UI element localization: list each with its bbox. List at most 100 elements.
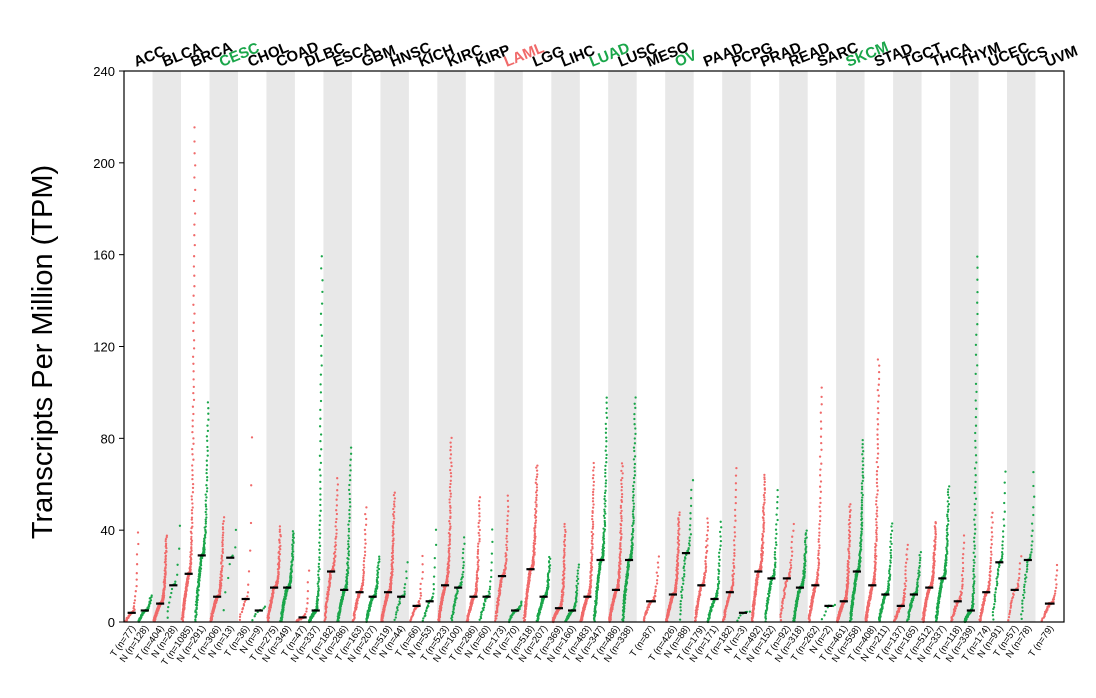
data-point — [221, 565, 224, 568]
data-point — [394, 616, 397, 619]
data-point — [164, 539, 167, 543]
data-point — [249, 521, 253, 525]
data-point — [205, 484, 208, 487]
data-point — [377, 564, 380, 567]
data-point — [335, 512, 339, 516]
data-point — [163, 569, 166, 572]
data-point — [398, 602, 402, 605]
band — [266, 71, 295, 622]
data-point — [277, 555, 281, 558]
data-point — [605, 453, 608, 457]
data-point — [534, 526, 537, 529]
data-point — [590, 555, 594, 558]
band — [437, 71, 466, 622]
data-point — [391, 551, 394, 554]
data-point — [602, 527, 605, 530]
data-point — [204, 522, 207, 525]
data-point — [547, 560, 551, 563]
data-point — [375, 578, 379, 582]
data-point — [205, 513, 208, 516]
data-point — [206, 449, 209, 452]
data-point — [487, 590, 491, 593]
data-point — [505, 554, 508, 557]
data-point — [240, 610, 244, 614]
data-point — [719, 535, 722, 538]
data-point — [204, 510, 207, 514]
data-point — [632, 494, 635, 497]
data-point — [504, 561, 508, 565]
data-point — [453, 603, 456, 606]
data-point — [376, 566, 379, 569]
data-point — [192, 385, 195, 389]
data-point — [347, 488, 351, 492]
data-point — [419, 587, 422, 591]
data-point — [242, 602, 246, 606]
data-point — [364, 542, 367, 545]
data-point — [679, 603, 682, 606]
data-point — [694, 611, 698, 614]
data-point — [717, 582, 721, 585]
data-point — [316, 582, 319, 585]
data-point — [191, 506, 194, 509]
data-point — [696, 608, 699, 611]
data-point — [319, 323, 322, 327]
band — [494, 71, 523, 622]
data-point — [618, 547, 621, 550]
data-point — [618, 553, 622, 556]
data-point — [505, 527, 509, 531]
data-point — [461, 556, 464, 560]
data-point — [362, 566, 366, 569]
data-point — [137, 542, 140, 546]
data-point — [250, 436, 254, 439]
data-point — [192, 321, 195, 324]
data-point — [575, 586, 579, 589]
data-point — [362, 574, 365, 577]
data-point — [448, 533, 452, 536]
data-point — [735, 466, 738, 470]
data-point — [490, 561, 493, 564]
data-point — [250, 484, 253, 487]
data-point — [734, 519, 737, 522]
data-point — [170, 587, 174, 591]
data-point — [205, 508, 208, 511]
data-point — [621, 465, 624, 468]
data-point — [591, 525, 595, 528]
data-point — [475, 573, 479, 576]
data-point — [319, 498, 322, 501]
data-point — [205, 464, 209, 467]
data-point — [677, 529, 680, 532]
data-point — [396, 609, 399, 612]
data-point — [318, 468, 321, 471]
data-point — [689, 497, 693, 500]
data-point — [192, 329, 195, 333]
data-point — [631, 536, 634, 539]
data-point — [192, 303, 195, 306]
data-point — [654, 585, 657, 588]
data-point — [719, 520, 722, 523]
data-point — [604, 471, 607, 475]
data-point — [680, 585, 684, 589]
data-point — [634, 406, 637, 410]
data-point — [222, 609, 225, 612]
data-point — [335, 532, 338, 535]
data-point — [632, 519, 635, 522]
data-point — [643, 615, 646, 619]
data-point — [364, 538, 367, 541]
data-point — [393, 510, 396, 514]
data-point — [618, 556, 621, 559]
data-point — [733, 544, 736, 547]
data-point — [705, 549, 709, 553]
data-point — [717, 587, 720, 590]
data-point — [677, 532, 680, 535]
data-point — [482, 602, 486, 605]
data-point — [548, 564, 552, 567]
data-point — [219, 573, 222, 576]
data-point — [706, 525, 710, 529]
data-point — [682, 565, 686, 568]
data-point — [679, 606, 682, 609]
data-point — [719, 544, 722, 547]
data-point — [347, 537, 351, 540]
data-point — [336, 483, 340, 486]
data-point — [523, 618, 527, 622]
data-point — [221, 534, 225, 537]
